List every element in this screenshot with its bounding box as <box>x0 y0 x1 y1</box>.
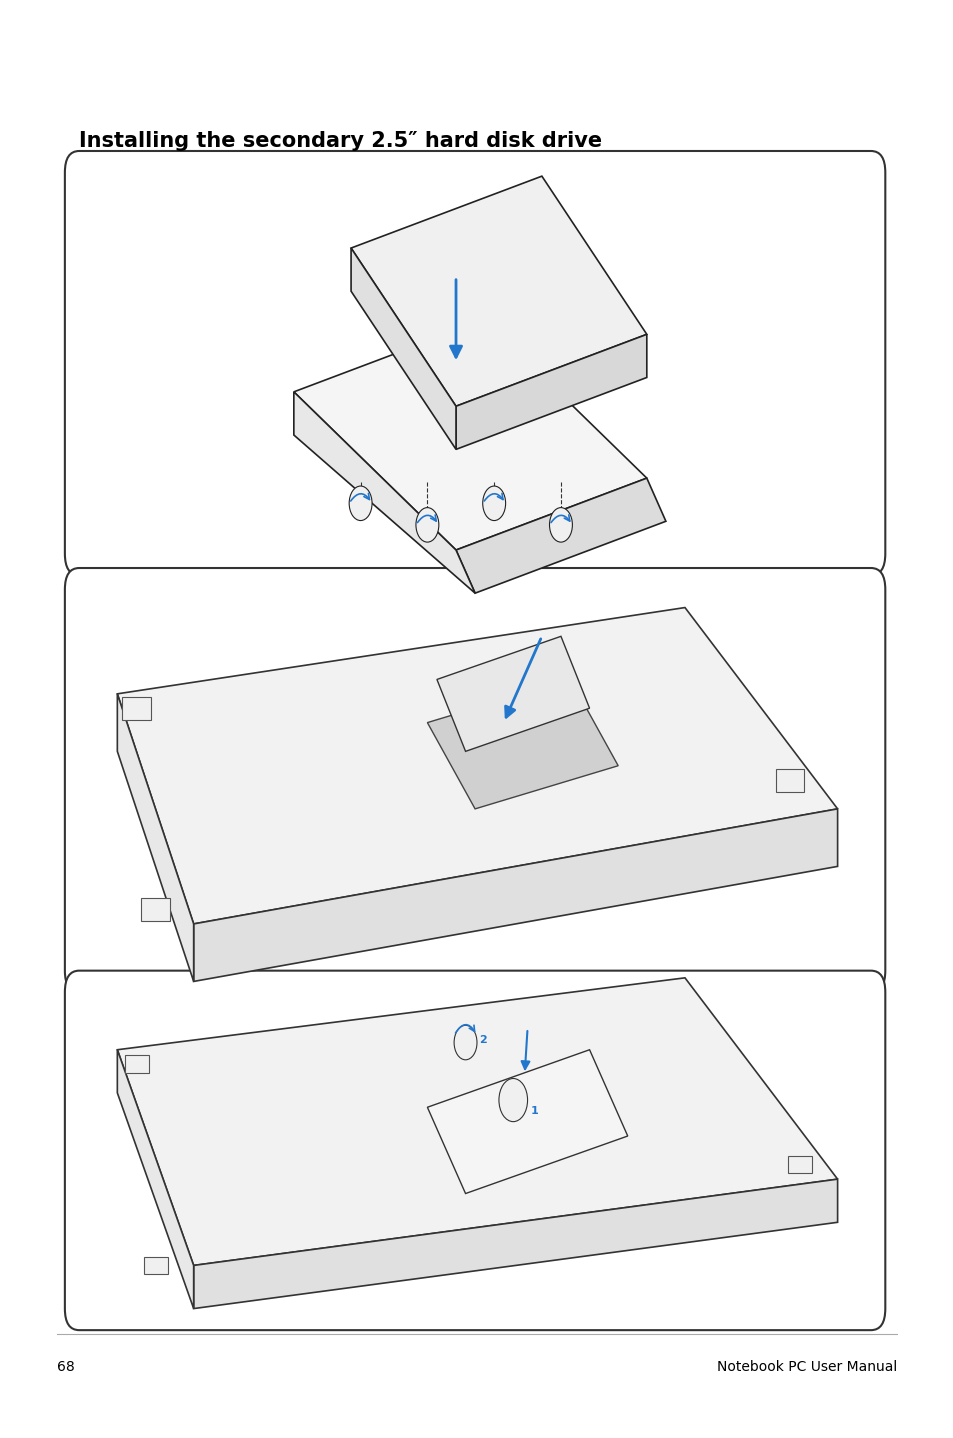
FancyBboxPatch shape <box>65 568 884 992</box>
Circle shape <box>549 508 572 542</box>
Polygon shape <box>351 249 456 449</box>
FancyArrowPatch shape <box>521 1031 529 1068</box>
Polygon shape <box>351 177 646 406</box>
Text: Installing the secondary 2.5″ hard disk drive: Installing the secondary 2.5″ hard disk … <box>79 131 601 151</box>
Polygon shape <box>117 693 193 981</box>
Circle shape <box>498 1078 527 1122</box>
Polygon shape <box>117 1050 193 1309</box>
Polygon shape <box>436 637 589 751</box>
Polygon shape <box>294 393 475 592</box>
FancyBboxPatch shape <box>65 971 884 1330</box>
Polygon shape <box>117 607 837 925</box>
Polygon shape <box>193 808 837 981</box>
Circle shape <box>454 1025 476 1060</box>
Polygon shape <box>193 1179 837 1309</box>
Polygon shape <box>427 1050 627 1194</box>
Bar <box>122 696 151 719</box>
Circle shape <box>482 486 505 521</box>
Text: 68: 68 <box>57 1360 75 1375</box>
Polygon shape <box>456 334 646 449</box>
Text: 1: 1 <box>530 1106 537 1116</box>
Bar <box>144 1257 168 1274</box>
Polygon shape <box>117 978 837 1265</box>
Polygon shape <box>427 679 618 808</box>
Bar <box>787 1156 811 1173</box>
Bar <box>125 1055 149 1073</box>
FancyArrowPatch shape <box>450 279 461 357</box>
Circle shape <box>349 486 372 521</box>
Text: Notebook PC User Manual: Notebook PC User Manual <box>716 1360 896 1375</box>
Polygon shape <box>294 321 646 551</box>
Bar <box>775 768 803 791</box>
FancyArrowPatch shape <box>505 638 540 718</box>
FancyBboxPatch shape <box>65 151 884 575</box>
Bar <box>141 897 170 922</box>
Circle shape <box>416 508 438 542</box>
Polygon shape <box>456 477 665 592</box>
Text: 2: 2 <box>478 1034 486 1044</box>
